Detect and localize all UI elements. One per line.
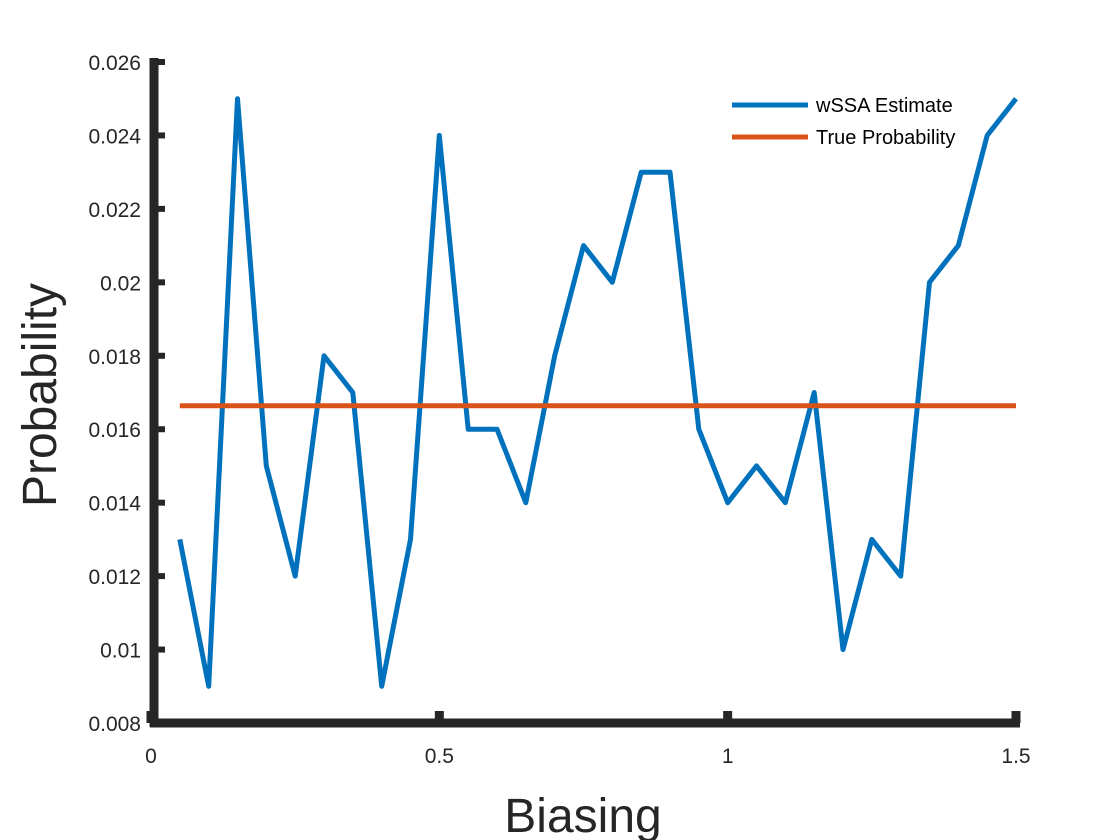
y-tick-label: 0.014: [88, 493, 141, 516]
y-tick-label: 0.008: [88, 713, 141, 736]
y-tick-label: 0.026: [88, 52, 141, 75]
y-tick-label: 0.018: [88, 346, 141, 369]
y-tick-label: 0.01: [100, 640, 141, 663]
axes: 0.008 0.01 0.012 0.014 0.016 0.018 0.02 0.022 0.…: [88, 52, 1030, 768]
y-tick-label: 0.024: [88, 125, 141, 148]
legend-label: wSSA Estimate: [815, 95, 953, 117]
x-tick-label: 1.5: [1001, 745, 1030, 768]
x-tick-label: 0: [145, 745, 157, 768]
legend-label: True Probability: [816, 127, 955, 149]
y-tick-label: 0.022: [88, 199, 141, 222]
y-tick-label: 0.016: [88, 419, 141, 442]
y-tick-label: 0.02: [100, 272, 141, 295]
x-tick-label: 0.5: [425, 745, 454, 768]
x-axis-title: Biasing: [504, 790, 661, 840]
series-line-wssa-estimate: [177, 96, 1018, 689]
x-tick-label: 1: [722, 745, 734, 768]
y-axis-title: Probability: [14, 283, 67, 507]
y-tick-label: 0.012: [88, 566, 141, 589]
legend: wSSA Estimate True Probability: [732, 95, 955, 149]
plot-area: [177, 96, 1018, 689]
